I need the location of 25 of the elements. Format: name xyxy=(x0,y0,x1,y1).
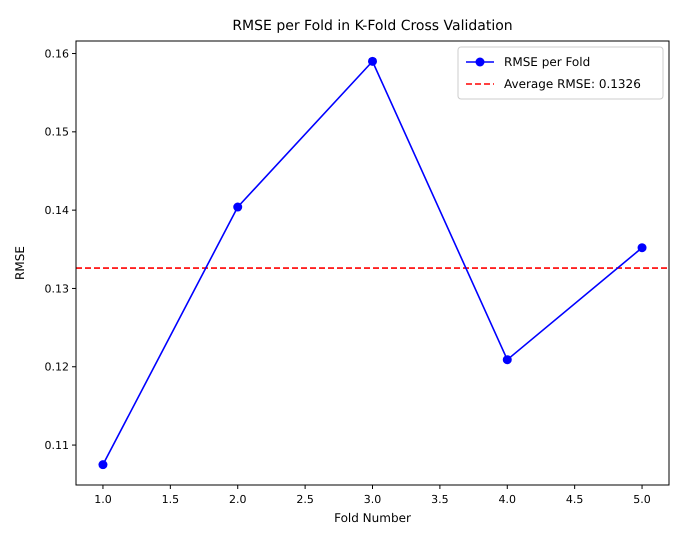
chart-title: RMSE per Fold in K-Fold Cross Validation xyxy=(232,18,513,34)
x-axis-title: Fold Number xyxy=(334,511,411,525)
point xyxy=(98,460,108,470)
y-tick-label: 0.12 xyxy=(44,360,69,374)
y-tick-label: 0.15 xyxy=(44,126,69,139)
point xyxy=(502,355,512,364)
x-tick-label: 4.0 xyxy=(498,493,516,506)
point xyxy=(233,202,242,212)
point xyxy=(638,243,647,252)
x-tick-label: 3.5 xyxy=(431,493,449,506)
x-tick-label: 2.5 xyxy=(296,493,314,506)
y-tick-label: 0.16 xyxy=(44,47,69,60)
y-tick-label: 0.13 xyxy=(44,282,69,296)
x-tick-label: 1.0 xyxy=(94,493,112,506)
point xyxy=(368,56,377,66)
x-tick-label: 5.0 xyxy=(633,493,651,506)
x-tick-label: 2.0 xyxy=(228,493,246,506)
y-tick-label: 0.11 xyxy=(44,438,69,452)
legend-label: Average RMSE: 0.1326 xyxy=(504,77,641,92)
legend-label: RMSE per Fold xyxy=(504,55,590,70)
x-tick-label: 3.0 xyxy=(364,493,382,506)
y-tick-label: 0.14 xyxy=(44,204,69,217)
x-tick-label: 4.5 xyxy=(566,493,584,506)
x-tick-label: 1.5 xyxy=(162,493,180,506)
y-axis-title: RMSE xyxy=(13,246,27,280)
